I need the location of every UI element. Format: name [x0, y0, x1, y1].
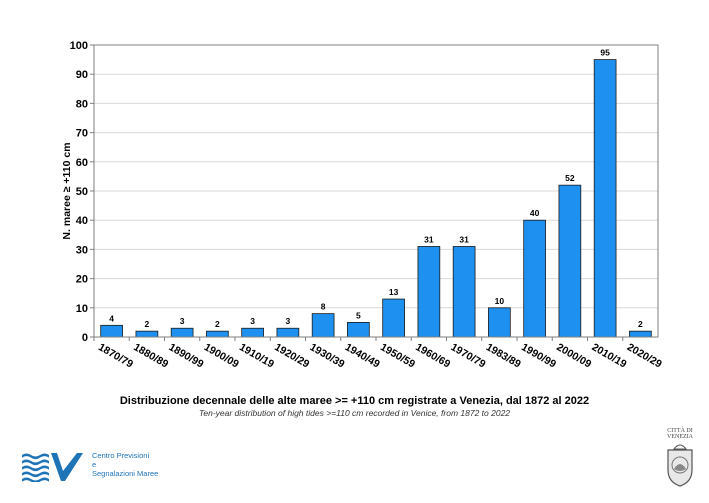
- y-tick-label: 40: [76, 215, 88, 227]
- x-tick-label: 1940/49: [343, 341, 382, 370]
- chart-subtitle: Ten-year distribution of high tides >=11…: [198, 408, 511, 418]
- data-label: 2: [638, 319, 643, 329]
- x-tick-label: 1910/19: [237, 341, 276, 370]
- data-label: 31: [459, 234, 469, 244]
- data-label: 40: [530, 208, 540, 218]
- y-tick-label: 10: [76, 303, 88, 315]
- seal-text: CITTÀ DI VENEZIA: [660, 428, 700, 440]
- y-tick-label: 60: [76, 157, 88, 169]
- data-label: 2: [215, 319, 220, 329]
- x-tick-label: 1870/79: [96, 341, 135, 370]
- y-tick-label: 30: [76, 244, 88, 256]
- y-tick-label: 90: [76, 69, 88, 81]
- bar-2010-19: [593, 59, 617, 338]
- data-label: 4: [109, 313, 114, 323]
- y-tick-label: 70: [76, 128, 88, 140]
- y-axis-title: N. maree ≥ +110 cm: [61, 142, 73, 239]
- bar-1940-49: [347, 321, 370, 338]
- plot-frame: [93, 44, 659, 338]
- bar-2020-29: [629, 330, 652, 338]
- cpsm-logo-icon: [22, 453, 83, 482]
- bar-2000-09: [558, 184, 582, 338]
- bar-1970-79: [452, 246, 476, 338]
- bar-1960-69: [417, 246, 441, 338]
- venezia-seal: CITTÀ DI VENEZIA: [660, 428, 700, 490]
- y-tick-label: 50: [76, 186, 88, 198]
- y-tick-label: 80: [76, 98, 88, 110]
- data-label: 95: [600, 48, 610, 58]
- seal-line-2: VENEZIA: [667, 434, 693, 440]
- data-label: 5: [356, 310, 361, 320]
- x-tick-label: 1960/69: [413, 341, 452, 370]
- x-tick-label: 2000/09: [554, 341, 593, 370]
- logo-line-3: Segnalazioni Maree: [92, 469, 159, 478]
- x-tick-label: 1970/79: [449, 341, 488, 370]
- logo-line-2: e: [92, 460, 97, 469]
- data-label: 8: [321, 302, 326, 312]
- logo-line-1: Centro Previsioni: [92, 451, 150, 460]
- x-tick-label: 1880/89: [131, 341, 170, 370]
- data-label: 31: [424, 234, 434, 244]
- data-label: 3: [180, 316, 185, 326]
- cpsm-logo-text: Centro Previsioni e Segnalazioni Maree: [92, 451, 158, 478]
- x-tick-label: 2020/29: [625, 341, 664, 370]
- grid-lines: [94, 73, 658, 309]
- bar-1880-89: [135, 330, 159, 338]
- data-label: 52: [565, 173, 575, 183]
- y-axis-ticks: 0 10 20 30 40 50 60 70 80 90 100: [70, 40, 94, 344]
- bar-1870-79: [100, 324, 123, 338]
- x-tick-label: 1900/09: [202, 341, 241, 370]
- x-tick-label: 1950/59: [378, 341, 417, 370]
- x-tick-label: 2010/19: [590, 341, 629, 370]
- x-tick-label: 1920/29: [272, 341, 311, 370]
- bar-1990-99: [523, 219, 546, 338]
- chart-title: Distribuzione decennale delle alte maree…: [119, 395, 590, 407]
- data-label: 13: [389, 287, 399, 297]
- bar-1920-29: [276, 327, 300, 338]
- x-tick-label: 1930/39: [308, 341, 347, 370]
- bar-1950-59: [382, 298, 405, 338]
- x-tick-label: 1983/89: [484, 341, 523, 370]
- seal-line-1: CITTÀ DI: [667, 428, 693, 434]
- data-label: 3: [250, 316, 255, 326]
- x-tick-label: 1890/99: [167, 341, 206, 370]
- bars: 4 2 3 2 3 3 8 5 13 31 31 10 40 52 95 2: [100, 48, 652, 338]
- bar-1910-19: [241, 327, 264, 338]
- y-tick-label: 0: [82, 332, 88, 344]
- bar-1900-09: [206, 330, 229, 338]
- x-tick-label: 1990/99: [519, 341, 558, 370]
- data-label: 10: [495, 296, 505, 306]
- bar-1983-89: [488, 307, 511, 338]
- x-axis-labels: 1870/791880/891890/991900/091910/191920/…: [93, 337, 664, 371]
- y-tick-label: 100: [70, 40, 88, 52]
- data-label: 3: [286, 316, 291, 326]
- bar-1890-99: [170, 327, 194, 338]
- lion-seal-icon: [667, 444, 693, 487]
- y-tick-label: 20: [76, 274, 88, 286]
- bar-1930-39: [311, 313, 335, 338]
- data-label: 2: [145, 319, 150, 329]
